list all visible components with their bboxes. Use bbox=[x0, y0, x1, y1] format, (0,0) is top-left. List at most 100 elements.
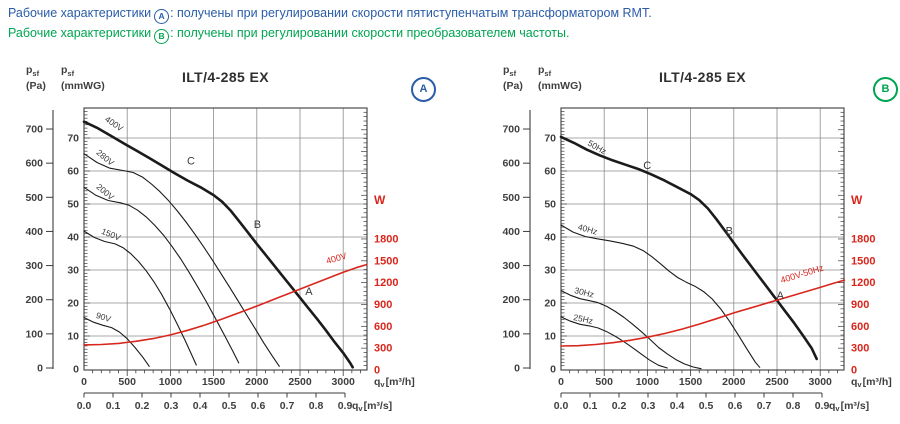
chart-b-badge: B bbox=[873, 77, 898, 102]
power-axis: W 0 300 600 900 1200 1500 1800 bbox=[374, 193, 398, 377]
svg-text:0.4: 0.4 bbox=[193, 400, 208, 412]
power-axis: W 0 300 600 900 1200 1500 1800 bbox=[851, 193, 875, 377]
svg-text:2000: 2000 bbox=[722, 376, 746, 388]
svg-text:400V-50Hz: 400V-50Hz bbox=[779, 262, 825, 285]
svg-text:70: 70 bbox=[67, 133, 79, 145]
svg-text:10: 10 bbox=[67, 331, 79, 343]
svg-text:500: 500 bbox=[595, 376, 613, 388]
svg-text:0.9: 0.9 bbox=[815, 400, 830, 412]
svg-text:50: 50 bbox=[544, 199, 556, 211]
svg-text:25Hz: 25Hz bbox=[572, 312, 593, 326]
svg-text:0: 0 bbox=[514, 363, 520, 375]
svg-text:600: 600 bbox=[374, 321, 392, 333]
curve-280V bbox=[83, 153, 280, 367]
curve-40Hz bbox=[560, 224, 761, 368]
svg-text:40: 40 bbox=[544, 232, 556, 244]
note-a-suffix: : получены при регулировании скорости пя… bbox=[170, 6, 652, 20]
curve-400V bbox=[83, 263, 368, 346]
svg-text:400V: 400V bbox=[325, 251, 348, 266]
svg-text:2000: 2000 bbox=[245, 376, 269, 388]
svg-text:0: 0 bbox=[73, 364, 79, 376]
svg-text:A: A bbox=[777, 290, 785, 302]
svg-text:0.4: 0.4 bbox=[670, 400, 685, 412]
svg-text:1500: 1500 bbox=[202, 376, 226, 388]
svg-text:0.3: 0.3 bbox=[641, 400, 656, 412]
curve-400V-50Hz bbox=[560, 279, 846, 347]
fan-curve-chart-a: psf (Pa) psf (mmWG) ILT/4-285 EX A 0 100 200… bbox=[0, 60, 450, 424]
svg-text:70: 70 bbox=[544, 133, 556, 145]
svg-text:0.1: 0.1 bbox=[106, 400, 121, 412]
svg-text:0: 0 bbox=[374, 365, 380, 377]
note-line-a: Рабочие характеристики A: получены при ре… bbox=[8, 4, 652, 24]
gridlines bbox=[561, 108, 844, 370]
svg-text:20: 20 bbox=[544, 298, 556, 310]
svg-text:1500: 1500 bbox=[374, 255, 398, 267]
svg-text:150V: 150V bbox=[100, 226, 122, 243]
svg-text:10: 10 bbox=[544, 331, 556, 343]
svg-text:600: 600 bbox=[851, 321, 869, 333]
svg-text:1800: 1800 bbox=[374, 233, 398, 245]
svg-text:0.8: 0.8 bbox=[786, 400, 801, 412]
note-badge-a-icon: A bbox=[154, 9, 170, 24]
svg-text:700: 700 bbox=[25, 124, 43, 136]
svg-text:0.6: 0.6 bbox=[728, 400, 743, 412]
svg-text:0.7: 0.7 bbox=[757, 400, 772, 412]
gridlines bbox=[84, 108, 367, 370]
note-line-b: Рабочие характеристики B: получены при ре… bbox=[8, 24, 652, 44]
svg-text:1000: 1000 bbox=[636, 376, 660, 388]
svg-text:700: 700 bbox=[502, 124, 520, 136]
note-b-prefix: Рабочие характеристики bbox=[8, 26, 152, 40]
pressure-axis-label-mmwg: psf (mmWG) bbox=[61, 64, 105, 93]
note-badge-b-icon: B bbox=[154, 29, 170, 44]
svg-text:20: 20 bbox=[67, 298, 79, 310]
svg-text:qv[m³/s]: qv[m³/s] bbox=[352, 400, 392, 413]
svg-text:60: 60 bbox=[544, 166, 556, 178]
svg-text:W: W bbox=[374, 193, 386, 207]
svg-text:1200: 1200 bbox=[851, 277, 875, 289]
svg-text:1000: 1000 bbox=[159, 376, 183, 388]
svg-text:200: 200 bbox=[502, 294, 520, 306]
svg-text:300: 300 bbox=[374, 343, 392, 355]
svg-text:0.8: 0.8 bbox=[309, 400, 324, 412]
curve-50Hz bbox=[559, 135, 818, 361]
svg-text:500: 500 bbox=[118, 376, 136, 388]
svg-text:B: B bbox=[254, 219, 261, 231]
svg-text:0.0: 0.0 bbox=[554, 400, 569, 412]
fan-curve-chart-b: psf (Pa) psf (mmWG) ILT/4-285 EX B 0 100 200… bbox=[477, 60, 900, 424]
svg-text:60: 60 bbox=[67, 166, 79, 178]
curve-400V bbox=[82, 120, 354, 369]
chart-b-title: ILT/4-285 EX bbox=[658, 69, 747, 85]
svg-text:900: 900 bbox=[851, 299, 869, 311]
svg-text:C: C bbox=[643, 160, 651, 172]
svg-text:300: 300 bbox=[502, 260, 520, 272]
svg-text:0.7: 0.7 bbox=[280, 400, 295, 412]
header-notes: Рабочие характеристики A: получены при ре… bbox=[8, 4, 652, 44]
svg-text:B: B bbox=[726, 226, 733, 238]
chart-a-badge: A bbox=[411, 77, 436, 102]
svg-text:600: 600 bbox=[502, 158, 520, 170]
svg-text:0.1: 0.1 bbox=[583, 400, 598, 412]
svg-text:600: 600 bbox=[25, 158, 43, 170]
svg-text:30: 30 bbox=[544, 265, 556, 277]
svg-text:2500: 2500 bbox=[765, 376, 789, 388]
svg-text:0.3: 0.3 bbox=[164, 400, 179, 412]
svg-text:30: 30 bbox=[67, 265, 79, 277]
svg-text:1800: 1800 bbox=[851, 233, 875, 245]
svg-text:1200: 1200 bbox=[374, 277, 398, 289]
svg-text:W: W bbox=[851, 193, 863, 207]
svg-text:100: 100 bbox=[25, 328, 43, 340]
svg-text:C: C bbox=[187, 156, 195, 168]
svg-text:400V: 400V bbox=[103, 114, 125, 134]
svg-text:280V: 280V bbox=[95, 147, 117, 168]
svg-text:0.2: 0.2 bbox=[612, 400, 627, 412]
svg-text:2500: 2500 bbox=[288, 376, 312, 388]
svg-text:30Hz: 30Hz bbox=[573, 285, 595, 300]
curve-150V bbox=[83, 230, 197, 366]
svg-text:900: 900 bbox=[374, 299, 392, 311]
operating-point-labels: C B A bbox=[643, 160, 784, 302]
curve-90V bbox=[83, 316, 150, 367]
pressure-axis-label-pa: psf (Pa) bbox=[503, 64, 523, 93]
